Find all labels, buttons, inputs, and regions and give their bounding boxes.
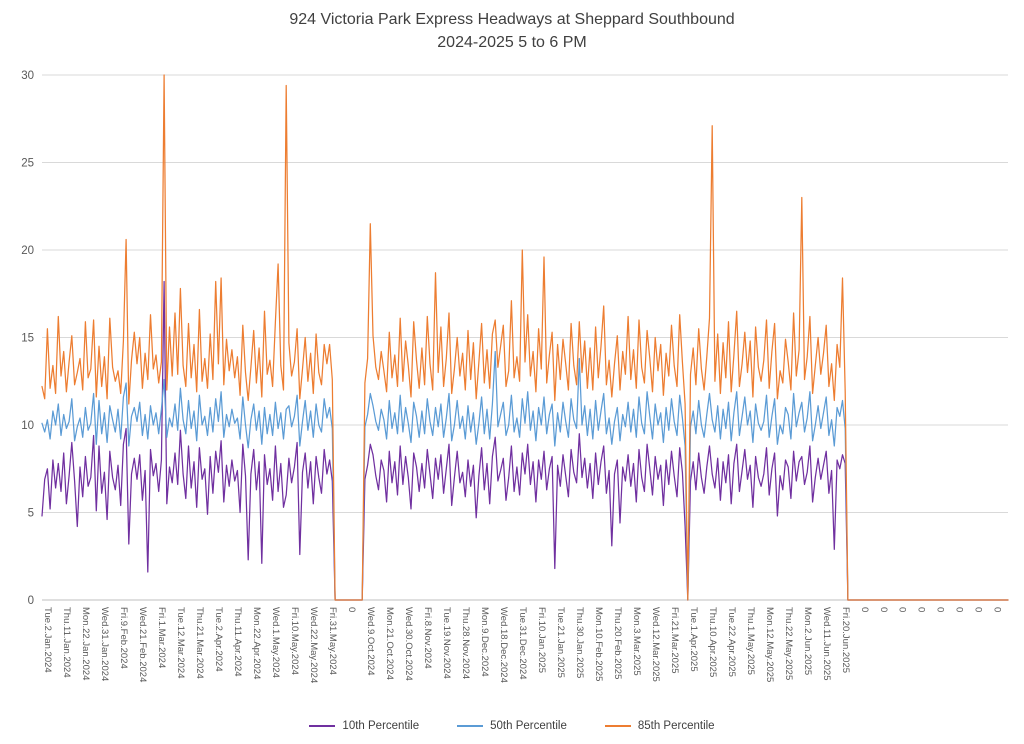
x-tick-label: Mon.2.Jun.2025 — [802, 607, 813, 675]
x-tick-label: Thu.22.May.2025 — [783, 607, 794, 680]
x-tick-label: Wed.18.Dec.2024 — [498, 607, 509, 683]
x-tick-label: 0 — [916, 607, 927, 612]
x-tick-label: Fri.20.Jun.2025 — [840, 607, 851, 673]
x-tick-label: Tue.2.Apr.2024 — [213, 607, 224, 672]
x-tick-label: Fri.31.May.2024 — [327, 607, 338, 675]
x-tick-label: Tue.2.Jan.2024 — [42, 607, 53, 673]
x-tick-label: 0 — [878, 607, 889, 612]
x-tick-label: Mon.12.May.2025 — [764, 607, 775, 682]
series-line-85th-percentile — [41, 74, 1009, 601]
chart-title-line1: 924 Victoria Park Express Headways at Sh… — [289, 11, 735, 28]
legend-label: 85th Percentile — [637, 720, 715, 732]
x-tick-label: Wed.9.Oct.2024 — [365, 607, 376, 675]
chart-title: 924 Victoria Park Express Headways at Sh… — [0, 8, 1024, 54]
chart-title-line2: 2024-2025 5 to 6 PM — [437, 34, 587, 51]
legend: 10th Percentile 50th Percentile 85th Per… — [0, 720, 1024, 732]
x-tick-label: Mon.22.Apr.2024 — [251, 607, 262, 679]
x-tick-label: 0 — [859, 607, 870, 612]
y-tick-label: 20 — [21, 245, 34, 257]
legend-item-85th-percentile: 85th Percentile — [604, 720, 715, 732]
x-tick-label: Thu.1.May.2025 — [745, 607, 756, 675]
x-tick-label: Wed.12.Mar.2025 — [650, 607, 661, 682]
x-tick-label: Wed.1.May.2024 — [270, 607, 281, 678]
x-tick-label: Mon.22.Jan.2024 — [80, 607, 91, 680]
y-tick-label: 25 — [21, 158, 34, 170]
legend-label: 50th Percentile — [490, 720, 567, 732]
legend-line-swatch-blue — [457, 725, 484, 727]
x-tick-label: Thu.28.Nov.2024 — [460, 607, 471, 679]
x-tick-label: Thu.20.Feb.2025 — [612, 607, 623, 679]
x-tick-label: Fri.9.Feb.2024 — [118, 607, 129, 669]
x-tick-label: 0 — [346, 607, 357, 612]
y-tick-label: 0 — [28, 595, 34, 607]
y-tick-label: 30 — [21, 70, 34, 82]
x-tick-label: Thu.21.Mar.2024 — [194, 607, 205, 679]
legend-label: 10th Percentile — [342, 720, 420, 732]
legend-item-50th-percentile: 50th Percentile — [457, 720, 567, 732]
legend-line-swatch-orange — [604, 725, 631, 727]
x-tick-label: Wed.21.Feb.2024 — [137, 607, 148, 682]
x-tick-label: Fri.21.Mar.2025 — [669, 607, 680, 674]
x-tick-label: Mon.10.Feb.2025 — [593, 607, 604, 681]
x-tick-label: Tue.12.Mar.2024 — [175, 607, 186, 678]
x-tick-label: 0 — [992, 607, 1003, 612]
x-tick-label: Thu.30.Jan.2025 — [574, 607, 585, 678]
legend-line-swatch-purple — [309, 725, 336, 727]
x-tick-label: 0 — [973, 607, 984, 612]
series-line-10th-percentile — [41, 280, 1009, 601]
y-tick-label: 15 — [21, 333, 34, 345]
x-tick-label: Thu.10.Apr.2025 — [707, 607, 718, 677]
x-tick-label: Wed.22.May.2024 — [308, 607, 319, 683]
x-tick-label: Mon.3.Mar.2025 — [631, 607, 642, 676]
x-tick-label: Wed.11.Jun.2025 — [821, 607, 832, 681]
x-tick-label: Thu.11.Jan.2024 — [61, 607, 72, 678]
x-tick-label: Fri.10.May.2024 — [289, 607, 300, 675]
x-tick-label: Tue.19.Nov.2024 — [441, 607, 452, 679]
y-tick-label: 5 — [28, 508, 34, 520]
x-tick-label: Fri.10.Jan.2025 — [536, 607, 547, 673]
x-tick-label: Wed.31.Jan.2024 — [99, 607, 110, 681]
x-tick-label: 0 — [897, 607, 908, 612]
x-tick-label: Mon.21.Oct.2024 — [384, 607, 395, 680]
x-tick-label: Tue.22.Apr.2025 — [726, 607, 737, 677]
x-tick-label: Tue.21.Jan.2025 — [555, 607, 566, 678]
x-tick-label: 0 — [954, 607, 965, 612]
legend-item-10th-percentile: 10th Percentile — [309, 720, 419, 732]
x-tick-label: Wed.30.Oct.2024 — [403, 607, 414, 681]
x-tick-label: Tue.31.Dec.2024 — [517, 607, 528, 680]
x-tick-label: Mon.9.Dec.2024 — [479, 607, 490, 677]
y-tick-label: 10 — [21, 420, 34, 432]
x-tick-label: Fri.1.Mar.2024 — [156, 607, 167, 668]
x-tick-label: Thu.11.Apr.2024 — [232, 607, 243, 677]
x-tick-label: 0 — [935, 607, 946, 612]
x-tick-label: Tue.1.Apr.2025 — [688, 607, 699, 672]
x-tick-label: Fri.8.Nov.2024 — [422, 607, 433, 669]
